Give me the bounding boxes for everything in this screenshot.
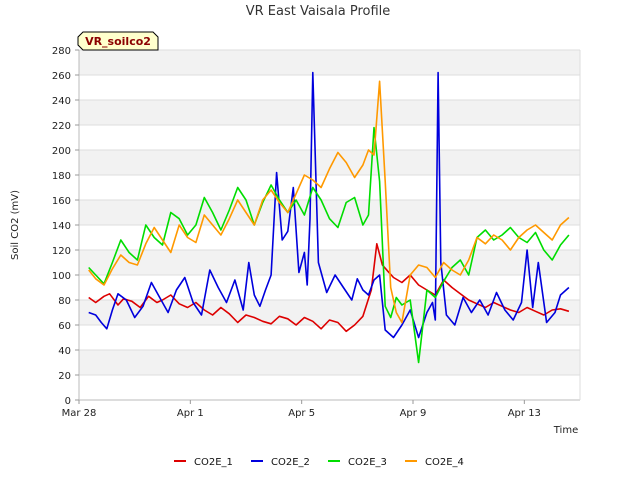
y-tick-label: 280 [52,46,71,57]
y-tick-label: 240 [52,96,71,107]
y-tick-labels: 0 20 40 60 80 100 120 140 160 180 200 220 240 260 280 [52,46,79,407]
x-tick-labels: Mar 28 Apr 1 Apr 5 Apr 9 Apr 13 [62,400,541,419]
badge: VR_soilco2 [77,31,159,51]
chart-title: VR East Vaisala Profile [246,4,391,19]
y-tick-label: 0 [65,396,71,407]
legend-label-co2e_3: CO2E_3 [348,457,387,468]
badge-label: VR_soilco2 [85,35,151,48]
x-axis-title: Time [553,425,578,436]
x-tick-label: Apr 1 [177,408,204,419]
y-tick-label: 120 [52,246,71,257]
grid-band [79,50,580,75]
grid-band [79,200,580,225]
x-tick-label: Mar 28 [62,408,97,419]
y-tick-label: 60 [58,321,71,332]
legend: CO2E_1 CO2E_2 CO2E_3 CO2E_4 [174,457,464,468]
series-layer [88,71,570,364]
grid-band [79,100,580,125]
grid-band [79,350,580,375]
series-line-co2e_2 [88,71,570,339]
x-tick-label: Apr 9 [400,408,427,419]
series-line-co2e_1 [88,243,570,333]
y-tick-label: 80 [58,296,71,307]
y-tick-label: 220 [52,121,71,132]
series-line-co2e_3 [88,126,570,364]
y-tick-label: 40 [58,346,71,357]
x-tick-label: Apr 5 [288,408,315,419]
series-line-co2e_4 [88,80,570,324]
y-tick-label: 200 [52,146,71,157]
legend-label-co2e_1: CO2E_1 [194,457,233,468]
grid-band [79,250,580,275]
y-tick-label: 160 [52,196,71,207]
y-tick-label: 260 [52,71,71,82]
y-tick-label: 180 [52,171,71,182]
grid-band [79,300,580,325]
y-axis-title: Soil CO2 (mV) [10,190,21,260]
grid-band [79,150,580,175]
y-tick-label: 100 [52,271,71,282]
legend-label-co2e_2: CO2E_2 [271,457,310,468]
legend-label-co2e_4: CO2E_4 [425,457,464,468]
y-tick-label: 20 [58,371,71,382]
y-tick-label: 140 [52,221,71,232]
x-tick-label: Apr 13 [508,408,541,419]
badge-background [77,31,159,51]
